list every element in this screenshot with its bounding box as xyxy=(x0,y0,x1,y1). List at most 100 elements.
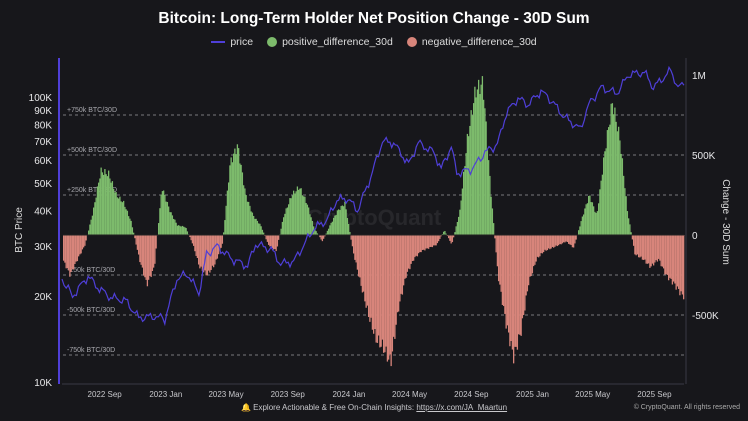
negative-bar xyxy=(660,235,662,267)
positive-bar xyxy=(100,167,102,235)
positive-bar xyxy=(609,124,611,235)
negative-bar xyxy=(383,235,385,353)
x-tick-label: 2025 Sep xyxy=(637,390,672,399)
negative-bar xyxy=(564,235,566,243)
positive-bar xyxy=(126,210,129,235)
negative-bar xyxy=(559,235,561,244)
positive-bar xyxy=(104,169,106,235)
positive-bar xyxy=(245,195,247,235)
negative-bar xyxy=(535,235,537,262)
negative-bar xyxy=(75,235,77,262)
negative-bar xyxy=(674,235,676,284)
negative-bar xyxy=(393,235,395,337)
positive-bar xyxy=(466,133,469,235)
negative-bar xyxy=(541,235,544,254)
positive-bar xyxy=(600,180,602,235)
negative-bar xyxy=(675,235,677,290)
positive-bar xyxy=(121,202,124,235)
negative-bar xyxy=(358,235,360,277)
positive-bar xyxy=(303,196,305,235)
negative-bar xyxy=(411,235,414,262)
negative-bar xyxy=(569,235,571,245)
negative-bar xyxy=(548,235,550,249)
positive-bar xyxy=(335,214,337,235)
negative-bar xyxy=(385,235,387,347)
negative-bar xyxy=(646,235,649,264)
negative-bar xyxy=(220,235,222,248)
negative-bar xyxy=(635,235,637,256)
negative-bar xyxy=(641,235,644,260)
negative-bar xyxy=(676,235,679,287)
negative-bar xyxy=(144,235,146,278)
negative-bar xyxy=(273,235,275,250)
negative-bar xyxy=(429,235,431,247)
positive-bar xyxy=(255,218,257,235)
negative-bar xyxy=(498,235,500,282)
positive-bar xyxy=(596,211,599,235)
negative-bar xyxy=(556,235,559,247)
x-tick-label: 2023 Jan xyxy=(149,390,182,399)
positive-bar xyxy=(106,176,109,235)
positive-bar xyxy=(130,220,132,235)
positive-bar xyxy=(170,212,172,235)
legend-swatch-price xyxy=(211,41,226,43)
positive-bar xyxy=(491,208,494,235)
positive-bar xyxy=(481,76,484,236)
negative-bar xyxy=(631,235,634,240)
left-tick-label: 20K xyxy=(34,292,52,303)
negative-bar xyxy=(380,235,382,347)
negative-bar xyxy=(435,235,437,246)
negative-bar xyxy=(83,235,85,248)
negative-bar xyxy=(539,235,541,257)
negative-bar xyxy=(538,235,540,258)
negative-bar xyxy=(523,235,525,316)
negative-bar xyxy=(361,235,364,293)
negative-bar xyxy=(371,235,374,330)
legend-item-negative[interactable]: negative_difference_30d xyxy=(406,36,537,48)
negative-bar xyxy=(79,235,81,255)
negative-bar xyxy=(369,235,371,322)
negative-bar xyxy=(555,235,557,246)
negative-bar xyxy=(536,235,539,257)
positive-bar xyxy=(334,215,336,235)
negative-bar xyxy=(426,235,429,249)
negative-bar xyxy=(530,235,532,277)
positive-bar xyxy=(578,230,580,235)
negative-bar xyxy=(433,235,435,246)
negative-bar xyxy=(436,235,439,244)
legend-item-positive[interactable]: positive_difference_30d xyxy=(267,36,393,48)
negative-bar xyxy=(401,235,404,295)
positive-bar xyxy=(224,220,226,235)
positive-bar xyxy=(90,219,92,235)
positive-bar xyxy=(344,201,346,235)
positive-bar xyxy=(109,178,111,235)
negative-bar xyxy=(354,235,356,260)
negative-bar xyxy=(504,235,506,314)
x-tick-label: 2024 Sep xyxy=(454,390,489,399)
positive-bar xyxy=(128,216,130,235)
negative-bar xyxy=(390,235,392,367)
positive-bar xyxy=(94,202,96,235)
footer-link[interactable]: https://x.com/JA_Maartun xyxy=(416,403,508,412)
negative-bar xyxy=(678,235,680,289)
positive-bar xyxy=(325,233,327,235)
negative-bar xyxy=(658,235,660,259)
positive-bar xyxy=(486,148,489,235)
negative-bar xyxy=(265,235,267,240)
negative-bar xyxy=(134,235,136,239)
negative-bar xyxy=(516,235,519,350)
positive-bar xyxy=(286,207,289,235)
negative-bar xyxy=(140,235,142,265)
positive-bar xyxy=(475,97,477,235)
negative-bar xyxy=(266,235,269,242)
positive-bar xyxy=(161,191,164,235)
positive-bar xyxy=(613,114,615,235)
legend-item-price[interactable]: price xyxy=(211,36,253,48)
positive-bar xyxy=(263,232,265,235)
negative-bar xyxy=(409,235,411,270)
negative-bar xyxy=(206,235,209,276)
positive-bar xyxy=(469,125,471,235)
left-axis-title: BTC Price xyxy=(14,207,25,253)
negative-bar xyxy=(534,235,536,265)
positive-bar xyxy=(598,203,600,235)
